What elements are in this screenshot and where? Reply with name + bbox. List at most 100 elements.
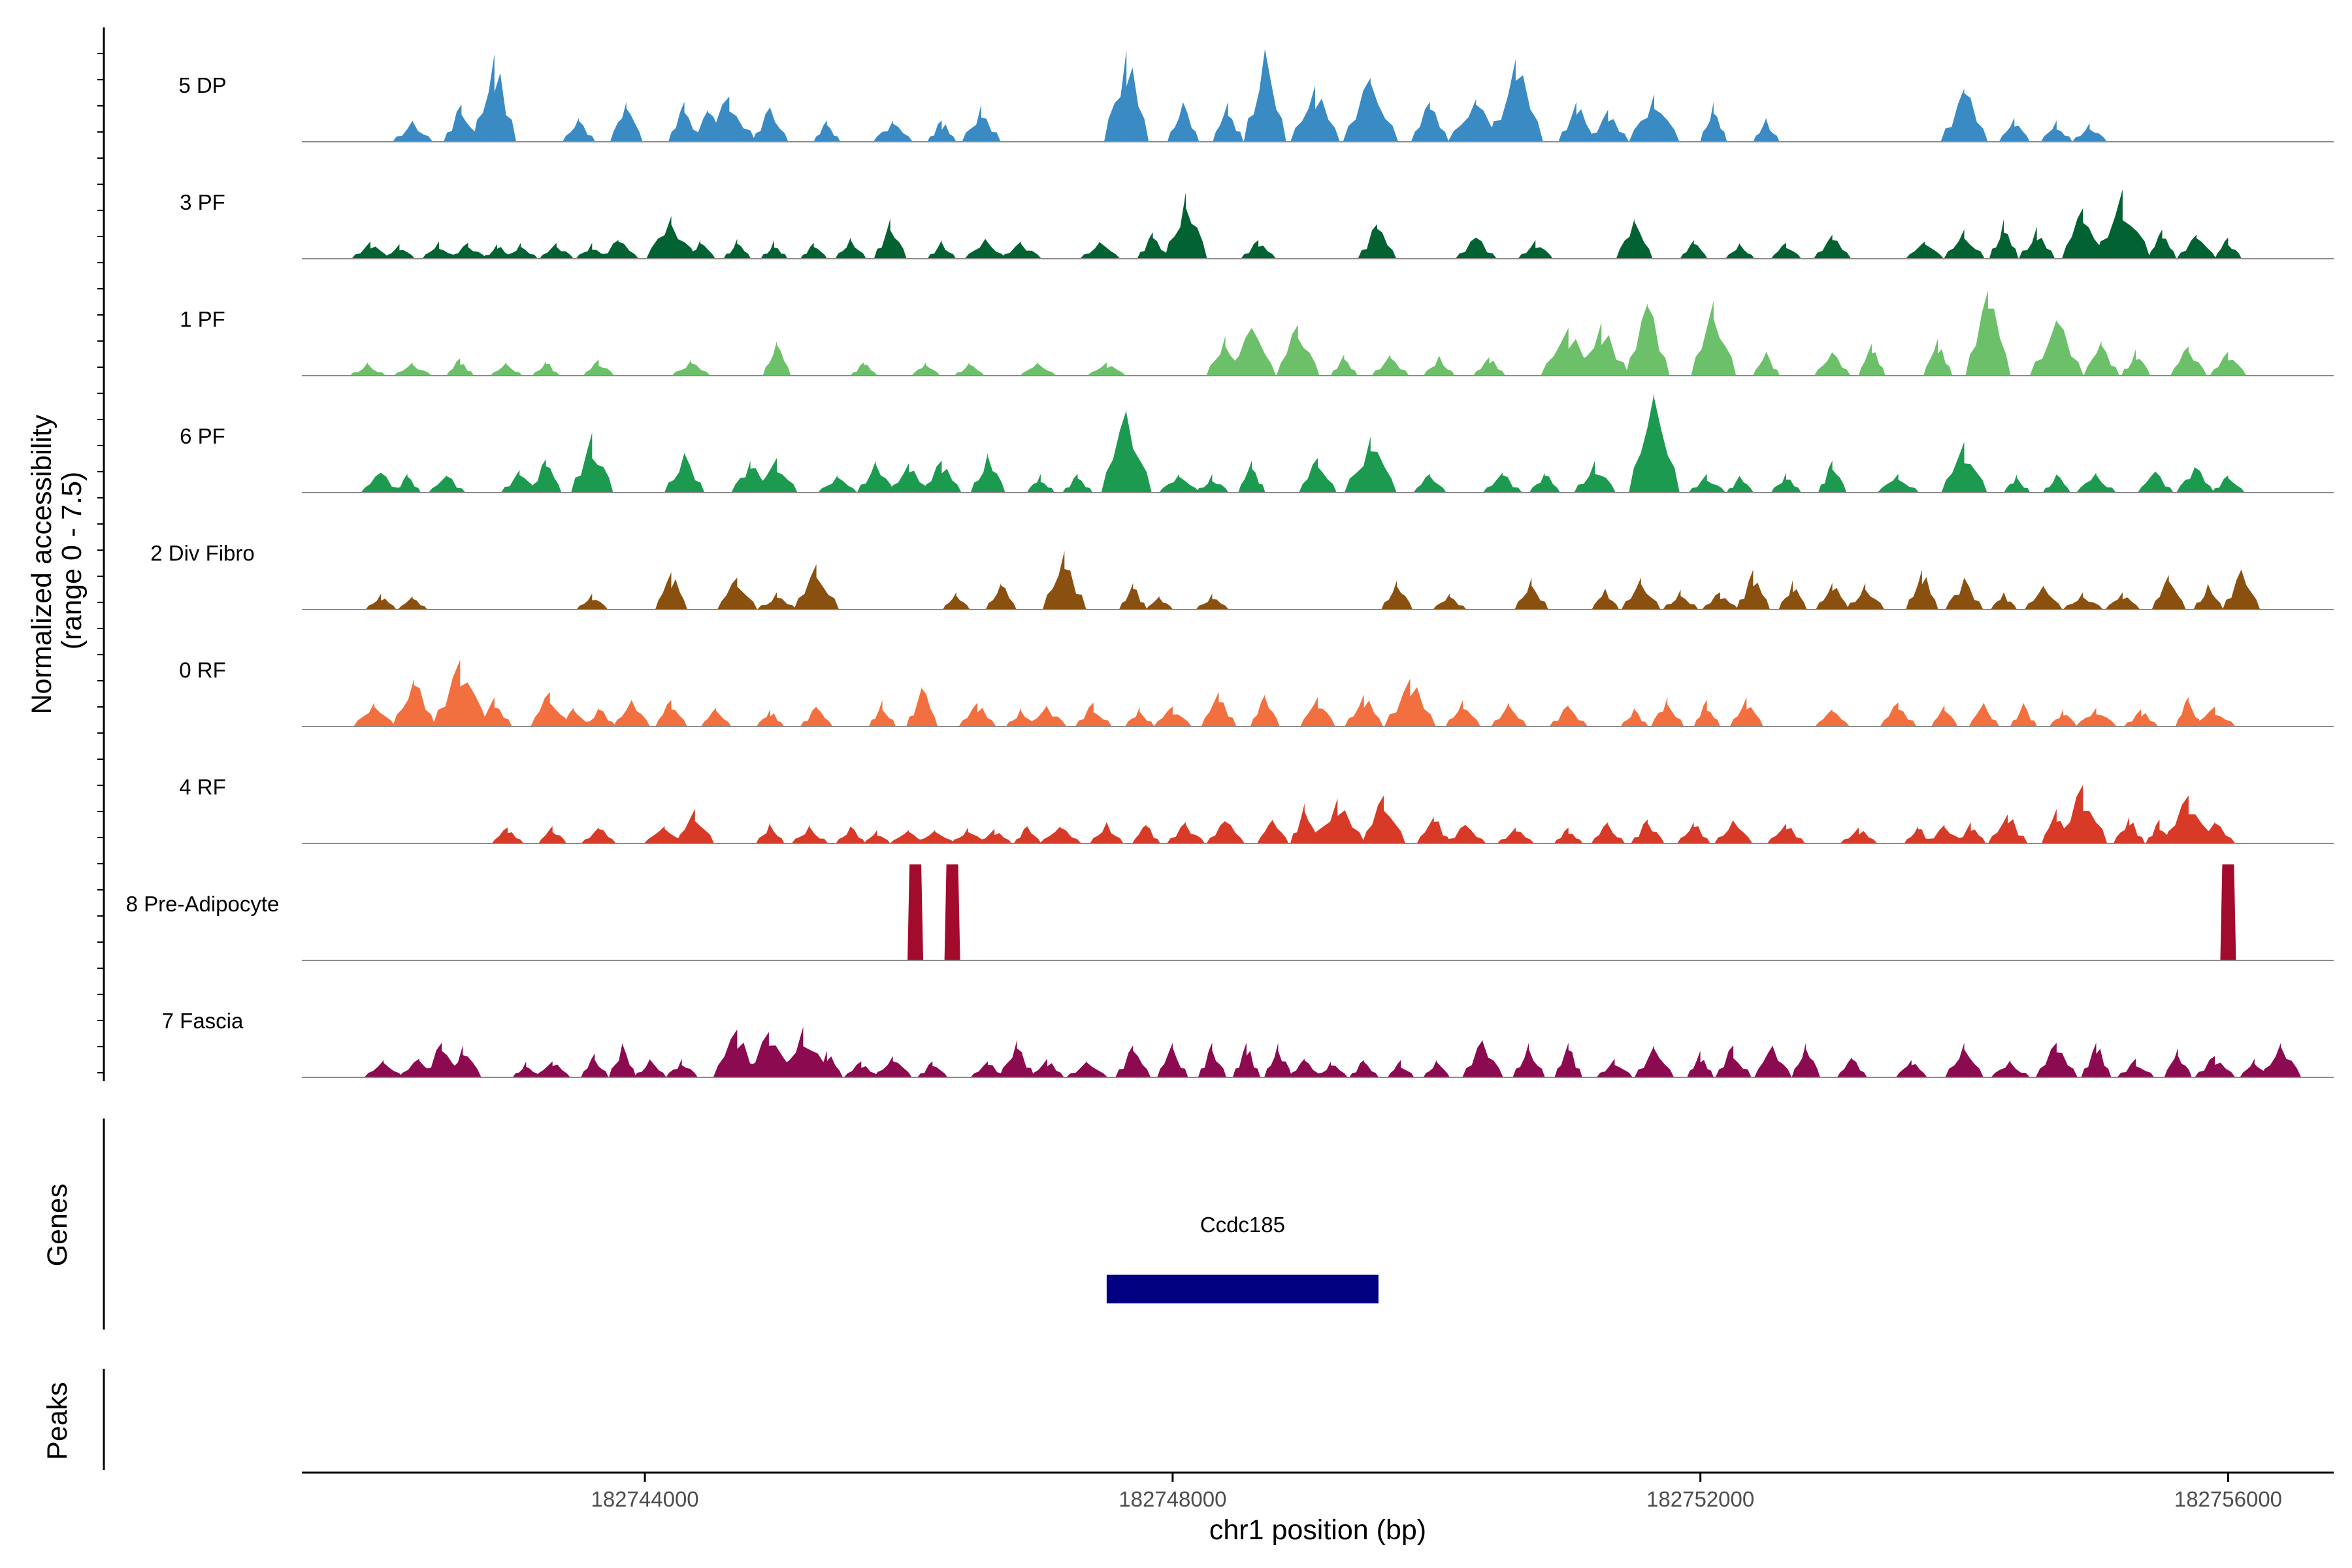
peak-3-pf-20	[1137, 232, 1169, 259]
track-3-pf: 3 PF	[180, 189, 2334, 259]
peak-3-pf-25	[1518, 240, 1553, 259]
peak-2-div-fibro-31	[2193, 583, 2223, 610]
peak-3-pf-13	[800, 242, 828, 259]
peak-2-div-fibro-29	[2105, 592, 2140, 610]
peak-2-div-fibro-23	[1846, 583, 1885, 610]
peak-0-rf-17	[1075, 702, 1112, 727]
y-axis-title-line-1: Normalized accessibility	[26, 414, 57, 714]
peaks-panel-label: Peaks	[42, 1382, 73, 1460]
peak-3-pf-32	[1944, 229, 1985, 259]
peak-2-div-fibro-32	[2222, 569, 2261, 610]
peak-2-div-fibro-24	[1906, 569, 1938, 610]
peak-2-div-fibro-9	[1042, 551, 1086, 610]
peak-7-fascia-13	[811, 1051, 843, 1077]
peak-6-pf-23	[1482, 472, 1522, 493]
peak-5-dp-20	[1448, 99, 1505, 142]
peak-1-pf-9	[911, 362, 940, 376]
peak-4-rf-20	[1290, 803, 1319, 843]
peak-6-pf-27	[1688, 474, 1725, 493]
peak-7-fascia-5	[534, 1061, 570, 1077]
track-0-rf: 0 RF	[179, 658, 2334, 727]
track-5-dp: 5 DP	[178, 48, 2334, 142]
peak-7-fascia-46	[2117, 1058, 2155, 1077]
peak-0-rf-28	[1620, 708, 1648, 727]
genes-track: Ccdc185	[1106, 1213, 1379, 1303]
peak-7-fascia-25	[1264, 1043, 1292, 1077]
peak-3-pf-24	[1455, 237, 1497, 259]
peak-4-rf-32	[1840, 827, 1878, 843]
peak-4-rf-15	[1090, 822, 1124, 843]
peak-3-pf-23	[1358, 224, 1397, 259]
peak-5-dp-8	[752, 107, 789, 142]
peak-6-pf-19	[1238, 461, 1266, 493]
peak-7-fascia-32	[1512, 1043, 1545, 1077]
peak-0-rf-21	[1250, 694, 1280, 727]
peak-5-dp-5	[668, 101, 701, 142]
peak-7-fascia-40	[1837, 1057, 1867, 1077]
peak-5-dp-27	[1940, 88, 1988, 142]
peak-4-rf-38	[2059, 785, 2108, 843]
peak-0-rf-24	[1384, 678, 1436, 727]
peak-1-pf-33	[2210, 351, 2247, 376]
peak-3-pf-9	[646, 216, 696, 259]
peak-2-div-fibro-7	[942, 592, 970, 610]
peak-3-pf-16	[927, 240, 956, 259]
peak-7-fascia-44	[2035, 1043, 2078, 1077]
peak-3-pf-7	[576, 242, 609, 259]
peak-0-rf-0	[353, 702, 395, 727]
peak-2-div-fibro-3	[655, 572, 687, 610]
peak-3-pf-36	[2095, 189, 2151, 259]
peak-3-pf-6	[539, 242, 574, 259]
peak-7-fascia-33	[1554, 1043, 1582, 1077]
peak-4-rf-7	[836, 826, 866, 843]
peak-6-pf-18	[1196, 474, 1229, 493]
peak-2-div-fibro-10	[1119, 583, 1147, 610]
peak-6-pf-8	[756, 458, 798, 493]
peak-3-pf-14	[835, 237, 866, 259]
track-label: 7 Fascia	[162, 1009, 244, 1033]
peak-7-fascia-12	[776, 1026, 830, 1077]
peak-3-pf-31	[1905, 241, 1944, 259]
peak-6-pf-16	[1101, 410, 1152, 493]
peak-4-rf-23	[1416, 817, 1451, 843]
peak-1-pf-16	[1330, 354, 1358, 376]
peak-4-rf-21	[1310, 798, 1365, 843]
peak-0-rf-41	[2195, 706, 2236, 727]
peak-6-pf-4	[530, 459, 562, 493]
peak-7-fascia-22	[1157, 1043, 1188, 1077]
peak-2-div-fibro-6	[794, 564, 840, 610]
track-label: 1 PF	[180, 307, 225, 331]
peak-1-pf-4	[532, 361, 560, 376]
y-axis-title-line-2: (range 0 - 7.5)	[56, 472, 88, 649]
peak-7-fascia-15	[874, 1056, 912, 1077]
track-6-pf: 6 PF	[180, 393, 2334, 493]
peak-5-dp-2	[472, 54, 517, 142]
peak-7-fascia-24	[1232, 1043, 1261, 1077]
peak-4-rf-24	[1445, 825, 1486, 843]
peak-3-pf-3	[449, 242, 487, 259]
peak-5-dp-9	[813, 120, 841, 142]
peak-6-pf-11	[889, 463, 929, 493]
peak-7-fascia-37	[1715, 1045, 1752, 1077]
peak-7-fascia-18	[999, 1039, 1035, 1077]
peak-2-div-fibro-26	[1991, 592, 2017, 610]
y-axis-ticks	[97, 53, 104, 1073]
peak-1-pf-19	[1473, 357, 1506, 376]
x-tick-label: 182744000	[591, 1487, 698, 1511]
peak-5-dp-10	[873, 120, 913, 142]
peak-7-fascia-45	[2081, 1043, 2112, 1077]
peak-4-rf-18	[1206, 821, 1245, 843]
peak-3-pf-2	[422, 241, 456, 259]
track-label: 0 RF	[179, 658, 226, 682]
peak-7-fascia-3	[444, 1045, 482, 1077]
peak-4-rf-13	[1013, 826, 1041, 843]
peak-6-pf-13	[970, 452, 1005, 493]
peak-0-rf-25	[1445, 700, 1480, 727]
peak-0-rf-2	[433, 660, 488, 727]
peak-6-pf-22	[1413, 474, 1446, 493]
peak-3-pf-26	[1616, 218, 1653, 259]
peak-6-pf-34	[2042, 474, 2071, 493]
peak-4-rf-4	[676, 809, 714, 843]
peak-4-rf-14	[1039, 826, 1081, 843]
peak-4-rf-2	[581, 827, 616, 843]
